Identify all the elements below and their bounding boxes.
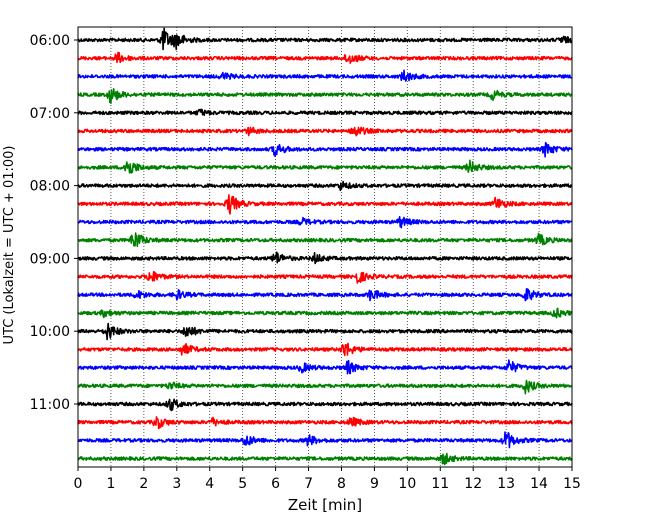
x-tick-label: 12 (464, 476, 482, 492)
trace-1100 (77, 398, 573, 412)
x-tick-label: 9 (370, 476, 379, 492)
y-tick-label: 07:00 (30, 106, 70, 122)
x-tick-label: 8 (337, 476, 346, 492)
y-axis-ticks: 06:00 07:00 08:00 09:00 10:00 11:00 (30, 33, 78, 413)
x-tick-label: 13 (497, 476, 515, 492)
trace-0830 (77, 216, 573, 229)
x-tick-label: 1 (106, 476, 115, 492)
x-tick-label: 14 (530, 476, 548, 492)
trace-0800 (77, 180, 573, 192)
x-tick-label: 5 (238, 476, 247, 492)
x-tick-label: 3 (172, 476, 181, 492)
plot-frame (77, 26, 573, 468)
trace-1145 (77, 452, 573, 466)
x-tick-label: 10 (398, 476, 416, 492)
y-axis-label: UTC (Lokalzeit = UTC + 01:00) (2, 146, 17, 345)
x-axis-ticks: 0 1 2 3 4 5 6 7 8 9 10 11 12 13 14 15 (74, 467, 581, 492)
x-tick-label: 4 (205, 476, 214, 492)
trace-0845 (77, 232, 573, 248)
trace-1130 (77, 431, 573, 449)
trace-lines (77, 27, 573, 466)
x-tick-label: 6 (271, 476, 280, 492)
y-tick-label: 11:00 (30, 397, 70, 413)
trace-0715 (77, 126, 573, 137)
x-tick-label: 0 (74, 476, 83, 492)
x-tick-label: 15 (563, 476, 581, 492)
trace-1115 (77, 416, 573, 430)
trace-0945 (77, 307, 573, 319)
trace-0930 (77, 287, 573, 302)
trace-0615 (77, 51, 573, 64)
x-tick-label: 11 (431, 476, 449, 492)
y-tick-label: 08:00 (30, 179, 70, 195)
trace-1045 (77, 379, 573, 395)
trace-1030 (77, 359, 573, 375)
y-tick-label: 06:00 (30, 33, 70, 49)
trace-0700 (77, 108, 573, 117)
y-tick-label: 10:00 (30, 324, 70, 340)
trace-0630 (77, 69, 573, 82)
trace-0600 (77, 27, 573, 51)
x-tick-label: 7 (304, 476, 313, 492)
trace-0815 (77, 194, 573, 215)
vertical-grid (110, 27, 540, 467)
y-tick-label: 09:00 (30, 251, 70, 267)
trace-1015 (77, 342, 573, 357)
trace-0915 (77, 270, 573, 284)
trace-1000 (77, 322, 573, 341)
trace-0645 (77, 88, 573, 105)
x-axis-label: Zeit [min] (288, 496, 362, 514)
trace-0900 (77, 251, 573, 265)
trace-0730 (77, 141, 573, 158)
x-tick-label: 2 (139, 476, 148, 492)
trace-0745 (77, 159, 573, 174)
